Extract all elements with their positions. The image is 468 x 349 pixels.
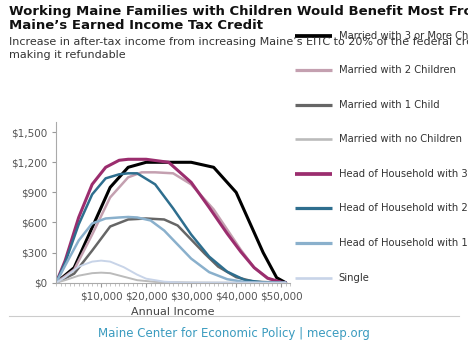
Text: Married with 3 or More Children: Married with 3 or More Children: [339, 31, 468, 40]
Text: Maine Center for Economic Policy | mecep.org: Maine Center for Economic Policy | mecep…: [98, 327, 370, 340]
Text: Married with 1 Child: Married with 1 Child: [339, 100, 439, 110]
Text: Maine’s Earned Income Tax Credit: Maine’s Earned Income Tax Credit: [9, 19, 263, 32]
Text: Married with no Children: Married with no Children: [339, 134, 461, 144]
X-axis label: Annual Income: Annual Income: [132, 307, 215, 317]
Text: Head of Household with 2 Children: Head of Household with 2 Children: [339, 203, 468, 214]
Text: Single: Single: [339, 273, 370, 283]
Text: Increase in after-tax income from increasing Maine’s EITC to 20% of the federal : Increase in after-tax income from increa…: [9, 37, 468, 60]
Text: Head of Household with 1 Child: Head of Household with 1 Child: [339, 238, 468, 248]
Text: Head of Household with 3 or More: Head of Household with 3 or More: [339, 169, 468, 179]
Text: Working Maine Families with Children Would Benefit Most From Expanding: Working Maine Families with Children Wou…: [9, 5, 468, 18]
Text: Married with 2 Children: Married with 2 Children: [339, 65, 456, 75]
